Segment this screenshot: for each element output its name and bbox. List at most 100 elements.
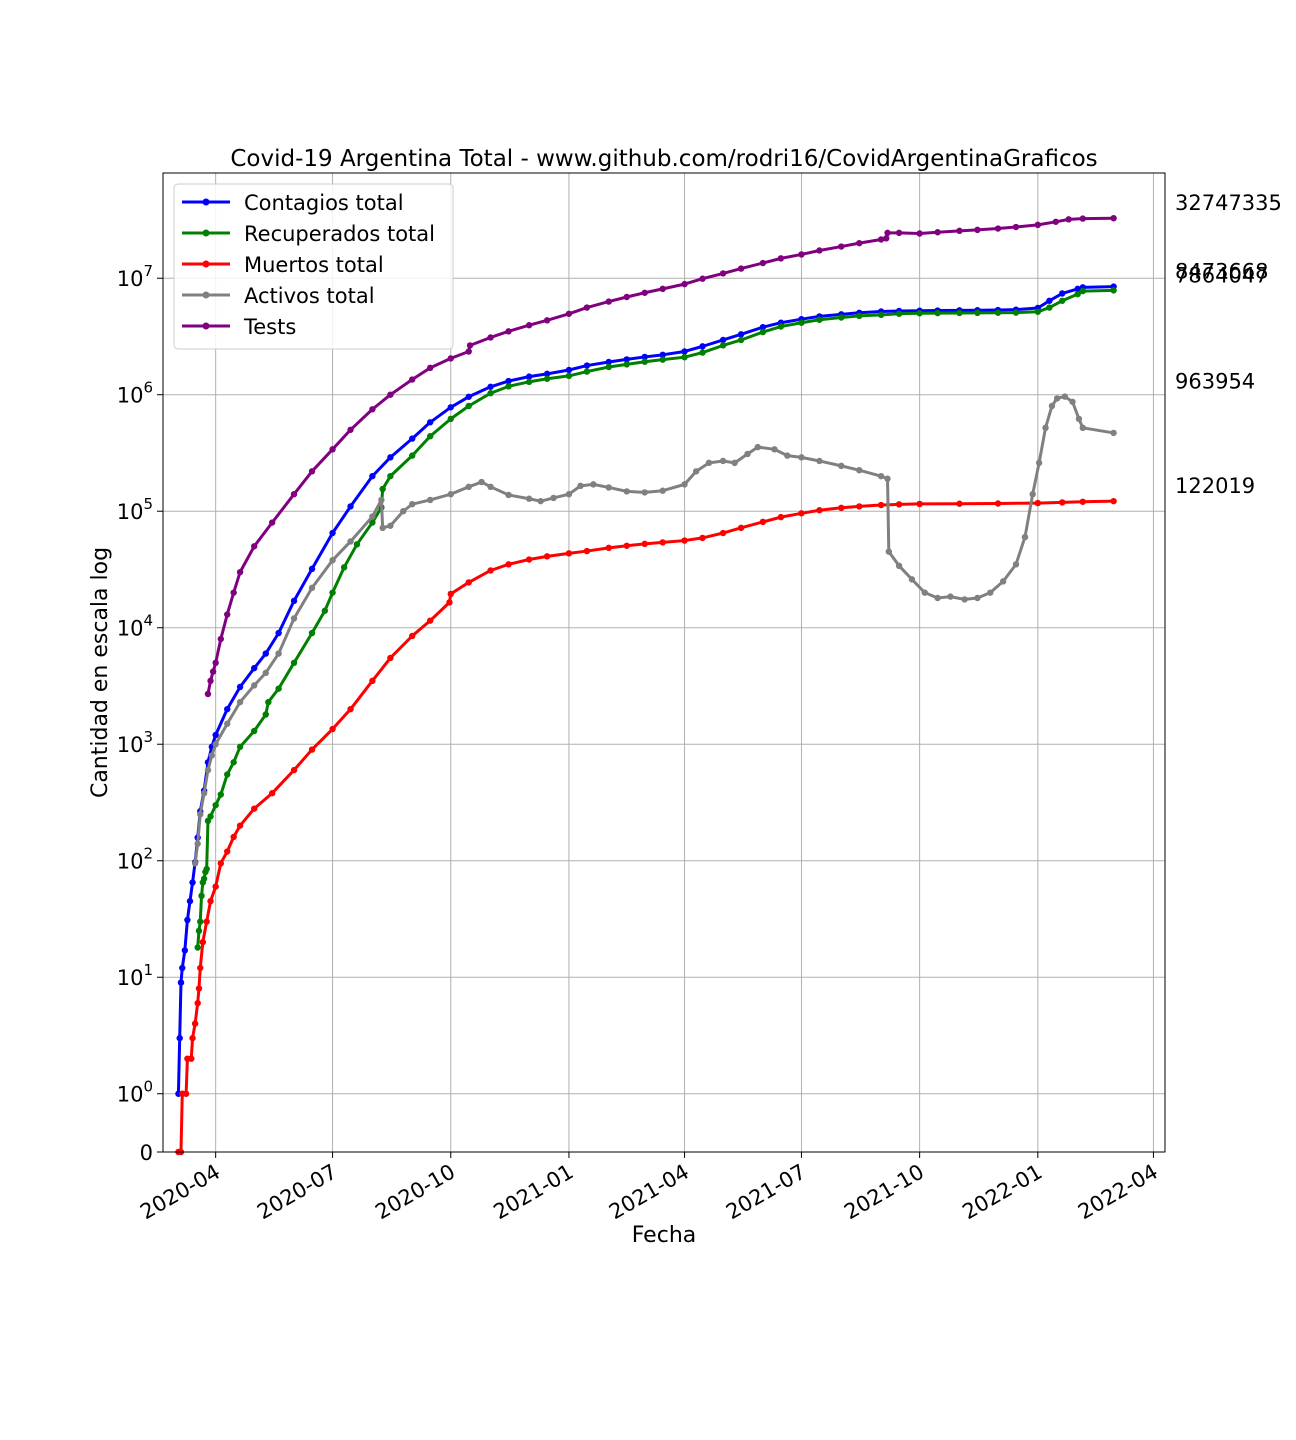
data-point (737, 336, 745, 344)
data-point (1029, 490, 1036, 498)
data-point (961, 596, 968, 603)
data-point (641, 353, 648, 361)
data-point (387, 391, 394, 398)
data-point (759, 328, 767, 336)
data-point (353, 541, 361, 548)
data-point (856, 466, 863, 474)
data-point (184, 916, 191, 924)
y-tick-label: 106 (117, 379, 153, 408)
data-point (916, 310, 923, 317)
data-point (197, 918, 204, 925)
data-point (200, 789, 208, 797)
data-point (994, 225, 1002, 232)
data-point (465, 393, 472, 400)
data-point (1079, 498, 1086, 505)
data-point (409, 452, 416, 459)
data-point (191, 860, 199, 867)
data-point (1052, 218, 1060, 225)
data-point (838, 462, 845, 470)
data-point (565, 372, 573, 380)
data-point (465, 483, 472, 491)
data-point (956, 227, 963, 235)
data-point (921, 589, 928, 596)
data-point (217, 860, 225, 867)
data-point (1034, 221, 1042, 229)
data-point (195, 985, 203, 992)
data-point (816, 247, 823, 254)
data-point (798, 510, 805, 517)
data-point (182, 1090, 190, 1097)
data-point (583, 362, 591, 369)
data-point (1074, 290, 1081, 298)
data-point (719, 270, 727, 277)
series-layer (175, 214, 1117, 1156)
data-point (198, 892, 205, 900)
data-point (659, 351, 666, 359)
data-point (641, 489, 648, 496)
data-point (681, 280, 688, 288)
data-point (1110, 214, 1117, 222)
data-point (605, 544, 612, 552)
data-point (347, 503, 354, 510)
data-point (308, 629, 316, 637)
data-point (465, 402, 472, 410)
data-point (623, 488, 630, 495)
data-point (1061, 393, 1069, 400)
legend-marker (202, 198, 210, 206)
data-point (236, 822, 244, 829)
series-tests (204, 214, 1117, 698)
data-point (191, 1020, 199, 1027)
data-point (387, 472, 394, 480)
y-tick-label: 0 (140, 1141, 153, 1165)
data-point (565, 310, 573, 317)
data-point (1069, 398, 1076, 405)
data-point (387, 522, 394, 529)
legend: Contagios total Recuperados total Muertos … (173, 183, 454, 350)
legend-label: Recuperados total (244, 222, 435, 246)
data-point (212, 659, 219, 666)
data-point (251, 727, 258, 735)
legend-label: Activos total (244, 284, 375, 308)
legend-label: Contagios total (244, 191, 404, 215)
data-point (1012, 561, 1020, 568)
legend-marker (202, 291, 210, 299)
data-point (329, 589, 336, 596)
data-point (199, 938, 207, 946)
data-point (505, 383, 512, 390)
data-point (1059, 499, 1066, 506)
data-point (838, 504, 845, 512)
value-annotation: 32747335 (1175, 191, 1282, 215)
data-point (487, 567, 494, 574)
data-point (1074, 285, 1081, 293)
data-point (798, 319, 805, 326)
data-point (916, 500, 923, 508)
data-point (409, 435, 416, 442)
data-point (224, 611, 231, 618)
data-point (1079, 424, 1086, 432)
data-point (1110, 497, 1117, 505)
data-point (759, 323, 767, 331)
data-point (262, 669, 269, 677)
data-point (565, 366, 573, 374)
legend-label: Tests (243, 315, 296, 339)
data-point (577, 482, 584, 490)
data-point (308, 584, 316, 592)
data-point (194, 944, 201, 951)
data-point (877, 236, 885, 243)
data-point (1059, 290, 1066, 297)
data-point (856, 239, 863, 247)
data-point (737, 524, 745, 532)
data-point (908, 576, 916, 583)
data-point (207, 677, 214, 685)
data-point (1046, 297, 1053, 304)
data-point (217, 635, 225, 643)
data-point (212, 741, 219, 748)
data-point (447, 590, 454, 598)
data-point (347, 426, 354, 433)
data-point (877, 311, 885, 319)
data-point (189, 879, 196, 886)
data-point (699, 534, 706, 542)
data-point (236, 683, 244, 691)
data-point (659, 539, 666, 546)
